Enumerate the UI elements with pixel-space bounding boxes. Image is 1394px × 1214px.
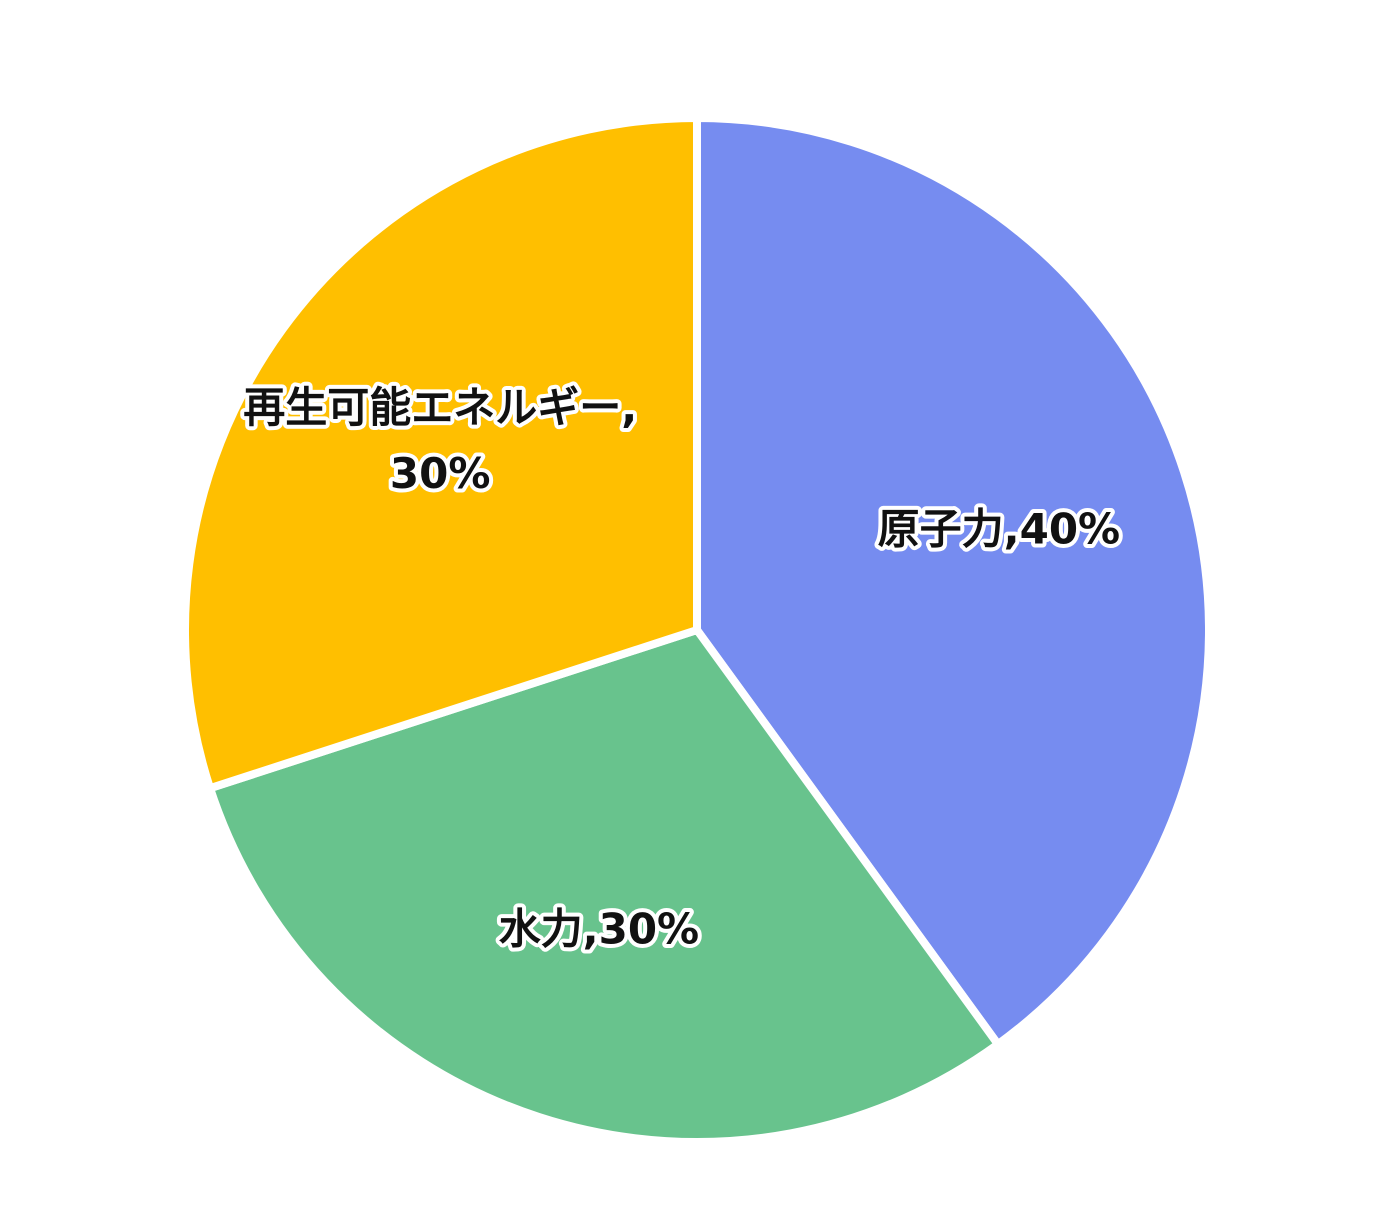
pie-slices (181, 113, 1213, 1146)
slice-label: 再生可能エネルギー, (243, 383, 637, 432)
pie-slice (181, 113, 701, 794)
pie-labels: 原子力,40% 水力,30% 再生可能エネルギー, 30% (239, 379, 1124, 957)
slice-label: 30% (390, 449, 491, 498)
pie-slice (205, 625, 1004, 1146)
slice-label: 原子力,40% (878, 504, 1121, 553)
slice-label: 水力,30% (499, 904, 700, 953)
pie-slice (693, 113, 1213, 1050)
